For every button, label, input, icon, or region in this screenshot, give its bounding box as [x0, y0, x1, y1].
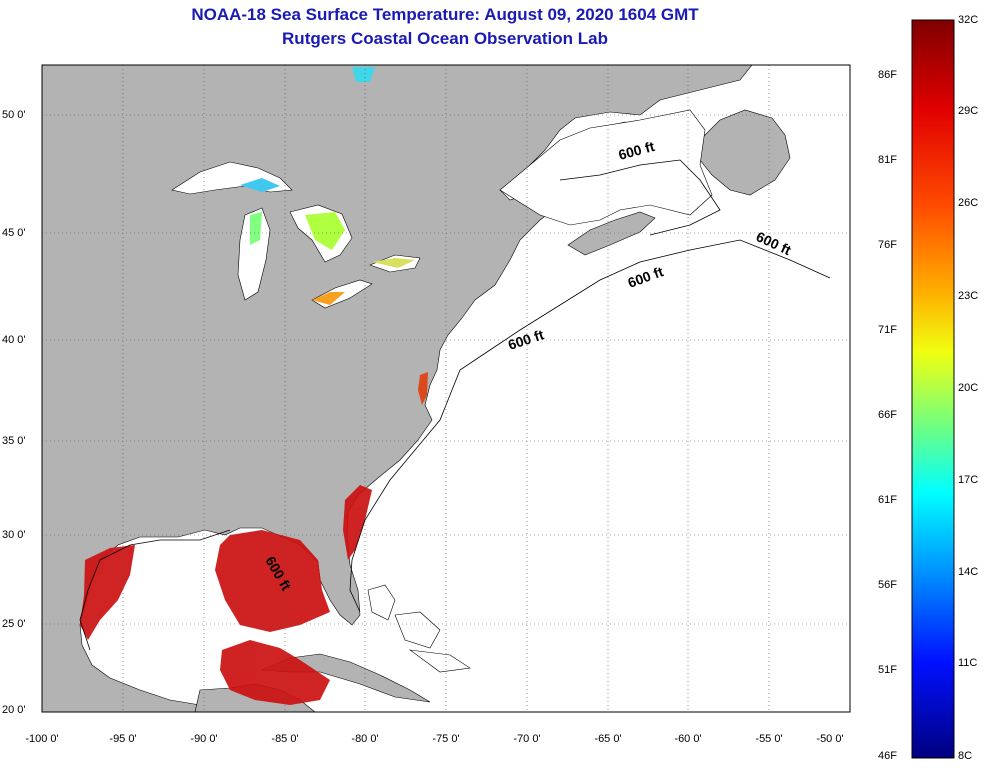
lat-label: 25 0' — [2, 618, 26, 630]
lon-label: -90 0' — [190, 733, 218, 745]
map-title: NOAA-18 Sea Surface Temperature: August … — [191, 5, 699, 24]
colorbar-f-label: 86F — [878, 69, 897, 81]
map-subtitle: Rutgers Coastal Ocean Observation Lab — [282, 29, 608, 48]
lat-label: 50 0' — [2, 109, 26, 121]
lat-label: 20 0' — [2, 704, 26, 716]
lon-label: -80 0' — [351, 733, 379, 745]
colorbar-c-label: 8C — [958, 750, 973, 762]
lon-label: -75 0' — [432, 733, 460, 745]
lon-label: -95 0' — [109, 733, 137, 745]
colorbar-f-label: 51F — [878, 664, 897, 676]
sst-warm-areas — [80, 372, 428, 705]
lat-label: 45 0' — [2, 227, 26, 239]
lat-label: 40 0' — [2, 334, 26, 346]
water-st-lawrence — [499, 109, 713, 226]
lat-label: 30 0' — [2, 529, 26, 541]
map-frame — [41, 64, 851, 713]
lon-label: -70 0' — [513, 733, 541, 745]
lon-label: -50 0' — [816, 733, 844, 745]
lon-label: -65 0' — [594, 733, 622, 745]
colorbar — [911, 19, 955, 759]
colorbar-f-label: 61F — [878, 494, 897, 506]
graticule — [42, 65, 850, 712]
colorbar-f-label: 81F — [878, 154, 897, 166]
lon-label: -55 0' — [755, 733, 783, 745]
lat-label: 35 0' — [2, 435, 26, 447]
colorbar-f-label: 76F — [878, 239, 897, 251]
land-newfoundland — [699, 109, 791, 196]
colorbar-c-label: 14C — [958, 566, 979, 578]
colorbar-f-label: 71F — [878, 324, 897, 336]
isobath-600ft — [79, 159, 831, 651]
lake-michigan — [237, 207, 271, 301]
colorbar-c-label: 11C — [958, 657, 978, 669]
lon-label: -85 0' — [271, 733, 299, 745]
colorbar-f-label: 66F — [878, 409, 897, 421]
colorbar-c-label: 32C — [958, 14, 979, 26]
colorbar-f-label: 56F — [878, 579, 897, 591]
colorbar-c-label: 23C — [958, 290, 979, 302]
colorbar-f-label: 46F — [878, 750, 897, 762]
sst-lake-areas — [240, 67, 415, 305]
colorbar-c-label: 17C — [958, 474, 979, 486]
lon-label: -100 0' — [25, 733, 59, 745]
land-nova-scotia — [567, 211, 656, 256]
lon-label: -60 0' — [674, 733, 702, 745]
colorbar-c-label: 20C — [958, 382, 979, 394]
colorbar-c-label: 29C — [958, 105, 979, 117]
colorbar-c-label: 26C — [958, 197, 979, 209]
bahamas-banks — [367, 584, 471, 673]
